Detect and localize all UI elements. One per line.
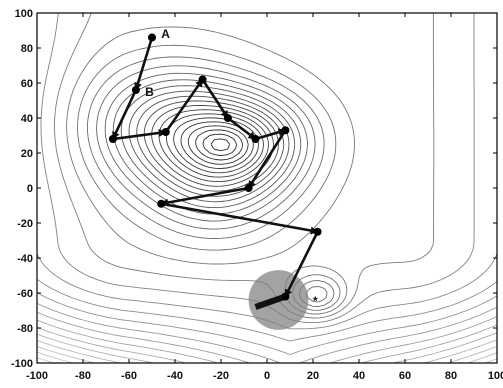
contour-level: [37, 302, 497, 363]
x-tick-label: 0: [264, 370, 270, 382]
path-point: [131, 86, 140, 94]
path-point: [157, 199, 166, 208]
path-segment: [160, 186, 249, 207]
y-tick-label: -60: [17, 288, 33, 300]
x-tick-label: 80: [445, 370, 457, 382]
path-point: [223, 114, 232, 122]
annotation-label: A: [161, 27, 170, 41]
x-tick-label: 60: [399, 370, 411, 382]
contour-level: [86, 56, 335, 307]
y-tick-label: -20: [17, 218, 33, 230]
contour-level: [210, 138, 231, 152]
contour-level: [187, 125, 249, 165]
contour-level: [37, 357, 55, 363]
path-point: [108, 135, 117, 143]
contour-level: [173, 117, 259, 174]
contour-level: [37, 278, 497, 342]
path-segment: [247, 129, 287, 189]
goal-marker: *: [313, 294, 318, 308]
contour-level: [37, 311, 497, 363]
path-segment: [111, 89, 138, 140]
y-tick-label: 40: [21, 113, 33, 125]
x-tick-label: -40: [167, 370, 183, 382]
contour-level: [143, 100, 279, 192]
x-tick-label: -100: [26, 370, 48, 382]
path-point: [148, 33, 156, 42]
trajectory-path: [111, 37, 319, 310]
annotation-label: B: [145, 85, 154, 99]
path-point: [161, 128, 170, 136]
path-segment: [134, 37, 154, 91]
contour-level: [37, 333, 497, 363]
contour-level: [202, 133, 238, 156]
path-segment: [227, 116, 257, 141]
contour-level: [40, 13, 475, 324]
contour-level: [37, 340, 497, 363]
path-point: [313, 227, 322, 236]
y-tick-label: 80: [21, 43, 33, 55]
contour-level: [66, 26, 356, 315]
path-point: [251, 135, 260, 143]
contour-level: [37, 292, 497, 355]
path-segment: [254, 293, 287, 310]
contour-level: [37, 327, 497, 363]
y-tick-label: -40: [17, 253, 33, 265]
contour-level: [37, 253, 497, 330]
y-axis: -100 -80 -60 -40 -20 0 20 40 60 80 100: [11, 8, 497, 370]
y-tick-label: 20: [21, 148, 33, 160]
path-segment: [255, 128, 287, 141]
contour-level: [77, 44, 341, 311]
contour-level: [37, 346, 497, 363]
path-segment: [112, 128, 167, 141]
contour-level: [195, 129, 244, 161]
x-tick-label: -80: [75, 370, 91, 382]
x-axis: -100 -80 -60 -40 -20 0 20 40 60 80 100: [26, 13, 503, 382]
x-tick-label: -20: [213, 370, 229, 382]
path-segment: [284, 231, 319, 298]
x-tick-label: 20: [307, 370, 319, 382]
path-annotations: AB: [145, 27, 170, 99]
path-segment: [201, 78, 229, 119]
path-point: [281, 126, 290, 135]
path-point: [198, 75, 207, 84]
path-point: [244, 184, 253, 192]
x-tick-label: -60: [121, 370, 137, 382]
y-tick-label: 0: [27, 183, 33, 195]
path-segment: [160, 202, 319, 235]
y-tick-label: -80: [17, 323, 33, 335]
y-tick-label: -100: [11, 358, 33, 370]
path-point: [281, 292, 290, 301]
x-tick-label: 100: [488, 370, 503, 382]
trajectory-points: [108, 33, 322, 301]
y-tick-label: 60: [21, 78, 33, 90]
contour-level: [104, 72, 308, 222]
path-segment: [164, 78, 204, 133]
y-tick-label: 100: [15, 8, 33, 20]
x-tick-label: 40: [353, 370, 365, 382]
